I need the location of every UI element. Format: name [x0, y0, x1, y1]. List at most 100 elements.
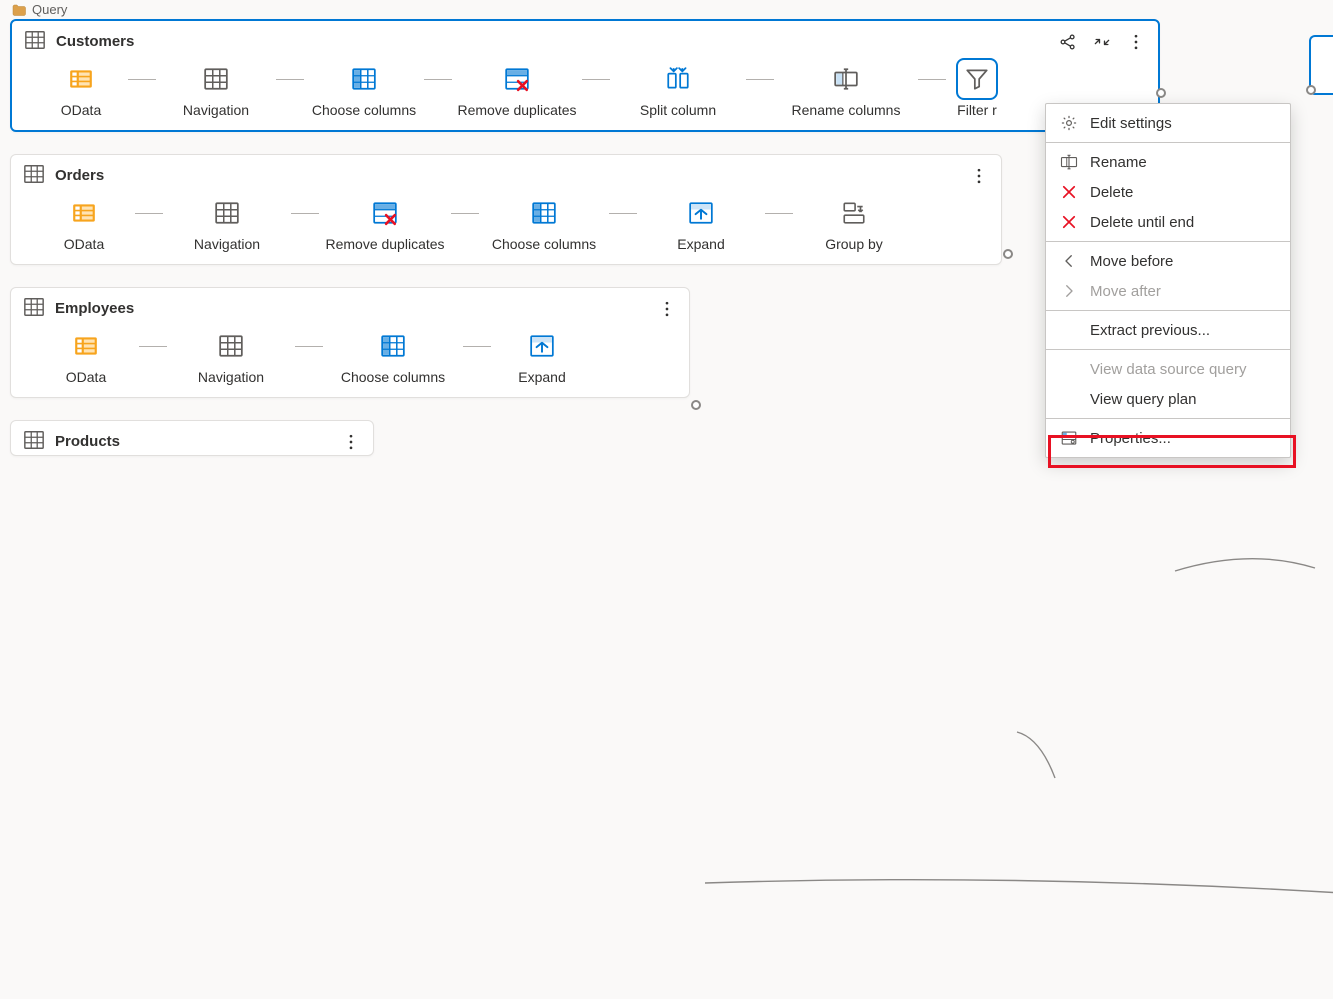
- step-choose-columns[interactable]: Choose columns: [465, 198, 623, 252]
- step-connector: [582, 79, 610, 80]
- menu-separator: [1046, 241, 1290, 242]
- rename-icon: [1060, 153, 1078, 171]
- chevron-left-icon: [1060, 252, 1078, 270]
- menu-item-edit-settings[interactable]: Edit settings: [1046, 108, 1290, 138]
- step-label: Split column: [640, 102, 716, 118]
- output-port[interactable]: [1306, 85, 1316, 95]
- step-label: Choose columns: [312, 102, 416, 118]
- query-card-orders[interactable]: Orders OData Navigation Remove duplicate…: [10, 154, 1002, 265]
- query-card-employees[interactable]: Employees OData Navigation Choose column…: [10, 287, 690, 398]
- step-label: Choose columns: [492, 236, 596, 252]
- odata-icon: [71, 331, 101, 361]
- query-title: Orders: [55, 167, 959, 184]
- share-button[interactable]: [1058, 32, 1078, 52]
- query-card-products[interactable]: Products: [10, 420, 374, 456]
- choose-columns-icon: [529, 198, 559, 228]
- expand-icon: [527, 331, 557, 361]
- steps-row: OData Navigation Choose columns Remove d…: [12, 58, 1158, 130]
- query-header: Products: [11, 421, 373, 456]
- step-odata[interactable]: OData: [20, 64, 142, 118]
- step-expand[interactable]: Expand: [477, 331, 607, 385]
- output-port[interactable]: [1156, 88, 1166, 98]
- more-button[interactable]: [1126, 32, 1146, 52]
- step-table[interactable]: Navigation: [153, 331, 309, 385]
- table-icon: [23, 296, 45, 321]
- step-label: Rename columns: [792, 102, 901, 118]
- collapse-button[interactable]: [1092, 32, 1112, 52]
- gear-icon: [1060, 114, 1078, 132]
- menu-item-view-query-plan[interactable]: View query plan: [1046, 384, 1290, 414]
- menu-item-label: Edit settings: [1090, 115, 1172, 132]
- menu-item-label: Move before: [1090, 253, 1173, 270]
- more-button[interactable]: [969, 166, 989, 186]
- step-connector: [424, 79, 452, 80]
- step-odata[interactable]: OData: [19, 331, 153, 385]
- menu-item-delete-until-end[interactable]: Delete until end: [1046, 207, 1290, 237]
- menu-item-label: Extract previous...: [1090, 322, 1210, 339]
- remove-duplicates-icon: [370, 198, 400, 228]
- step-table[interactable]: Navigation: [142, 64, 290, 118]
- step-label: OData: [66, 369, 106, 385]
- step-connector: [918, 79, 946, 80]
- menu-item-rename[interactable]: Rename: [1046, 147, 1290, 177]
- more-button[interactable]: [657, 299, 677, 319]
- query-title: Employees: [55, 300, 647, 317]
- menu-separator: [1046, 418, 1290, 419]
- table-icon: [212, 198, 242, 228]
- menu-item-label: Rename: [1090, 154, 1147, 171]
- table-icon: [23, 163, 45, 188]
- step-remove-duplicates[interactable]: Remove duplicates: [438, 64, 596, 118]
- step-connector: [295, 346, 323, 347]
- step-filter[interactable]: Filter r: [932, 64, 1022, 118]
- odata-icon: [66, 64, 96, 94]
- step-label: Navigation: [194, 236, 260, 252]
- folder-label-text: Query: [32, 2, 67, 17]
- step-choose-columns[interactable]: Choose columns: [290, 64, 438, 118]
- header-actions: [657, 299, 677, 319]
- choose-columns-icon: [378, 331, 408, 361]
- step-connector: [291, 213, 319, 214]
- step-remove-duplicates[interactable]: Remove duplicates: [305, 198, 465, 252]
- step-choose-columns[interactable]: Choose columns: [309, 331, 477, 385]
- menu-item-label: View data source query: [1090, 361, 1246, 378]
- query-title: Products: [55, 433, 331, 450]
- menu-item-move-before[interactable]: Move before: [1046, 246, 1290, 276]
- menu-item-label: Delete until end: [1090, 214, 1194, 231]
- table-icon: [24, 29, 46, 54]
- menu-separator: [1046, 310, 1290, 311]
- step-connector: [139, 346, 167, 347]
- step-odata[interactable]: OData: [19, 198, 149, 252]
- output-port[interactable]: [1003, 249, 1013, 259]
- menu-separator: [1046, 142, 1290, 143]
- remove-duplicates-icon: [502, 64, 532, 94]
- step-group-by[interactable]: Group by: [779, 198, 929, 252]
- output-port[interactable]: [691, 400, 701, 410]
- menu-item-label: Properties...: [1090, 430, 1171, 447]
- expand-icon: [686, 198, 716, 228]
- step-label: Filter r: [957, 102, 997, 118]
- step-label: Remove duplicates: [457, 102, 576, 118]
- more-button[interactable]: [341, 432, 361, 452]
- table-icon: [216, 331, 246, 361]
- step-expand[interactable]: Expand: [623, 198, 779, 252]
- menu-item-properties[interactable]: Properties...: [1046, 423, 1290, 453]
- filter-icon: [962, 64, 992, 94]
- step-table[interactable]: Navigation: [149, 198, 305, 252]
- menu-item-delete[interactable]: Delete: [1046, 177, 1290, 207]
- step-connector: [128, 79, 156, 80]
- header-actions: [969, 166, 989, 186]
- query-title: Customers: [56, 33, 1048, 50]
- step-split-column[interactable]: Split column: [596, 64, 760, 118]
- step-connector: [135, 213, 163, 214]
- query-header: Employees: [11, 288, 689, 325]
- query-header: Orders: [11, 155, 1001, 192]
- menu-item-extract-previous[interactable]: Extract previous...: [1046, 315, 1290, 345]
- delete-x-icon: [1060, 213, 1078, 231]
- step-rename-columns[interactable]: Rename columns: [760, 64, 932, 118]
- properties-icon: [1060, 429, 1078, 447]
- step-label: Navigation: [183, 102, 249, 118]
- query-card-customers[interactable]: Customers OData Navigation Choose column…: [10, 19, 1160, 132]
- menu-item-label: Move after: [1090, 283, 1161, 300]
- step-label: Navigation: [198, 369, 264, 385]
- group-by-icon: [839, 198, 869, 228]
